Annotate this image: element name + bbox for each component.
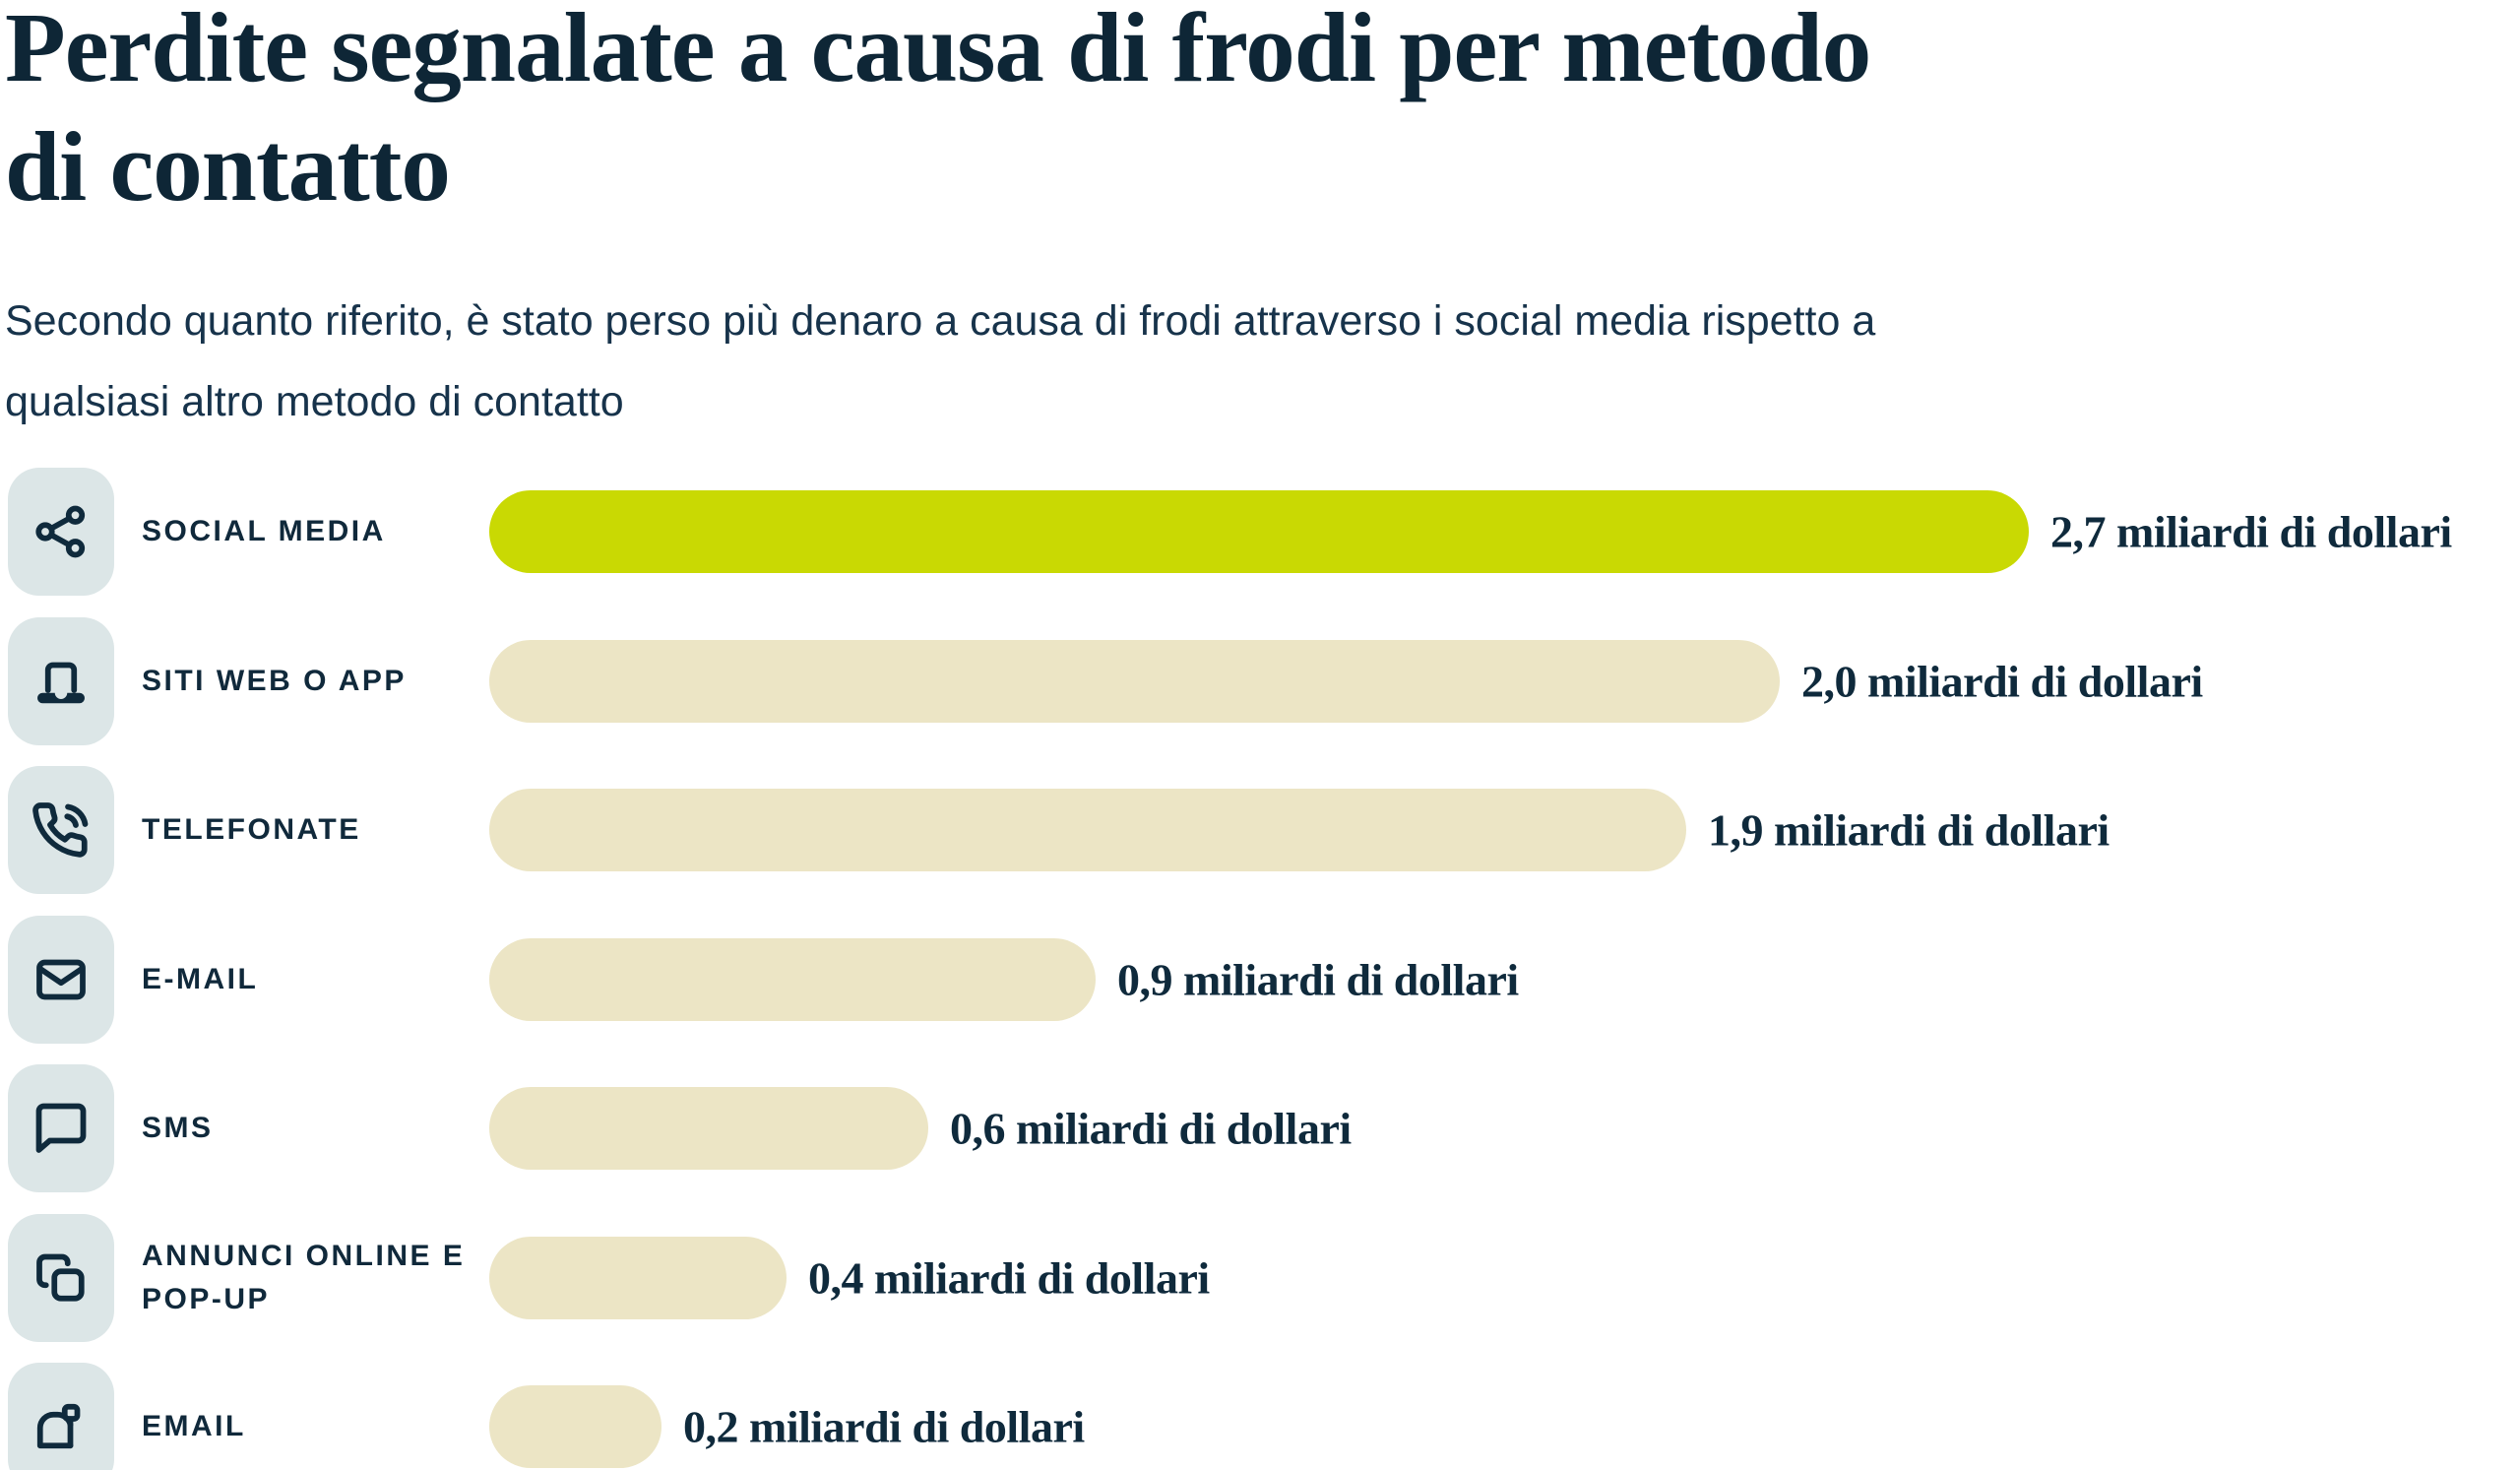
phone-call-icon: [32, 802, 89, 858]
laptop-icon: [37, 662, 86, 703]
bar-sms: [489, 1087, 928, 1170]
icon-chip: [8, 1363, 114, 1470]
share-icon: [35, 505, 86, 558]
icon-chip: [8, 1064, 114, 1192]
copy-icon: [36, 1253, 85, 1302]
category-label: ANNUNCI ONLINE E POP-UP: [142, 1239, 466, 1315]
bar-value-label: 2,7 miliardi di dollari: [2050, 506, 2452, 557]
chart-row-social-media: SOCIAL MEDIA 2,7 miliardi di dollari: [0, 468, 2520, 596]
speech-bubble-icon: [35, 1103, 87, 1153]
bar-value-label: 0,2 miliardi di dollari: [683, 1401, 1085, 1452]
category-label: SMS: [142, 1112, 214, 1144]
bar-value-label: 0,4 miliardi di dollari: [808, 1252, 1210, 1303]
chart-row-telefonate: TELEFONATE 1,9 miliardi di dollari: [0, 766, 2520, 894]
page-subtitle-line-2: qualsiasi altro metodo di contatto: [5, 378, 624, 425]
page-title-line-2: di contatto: [5, 111, 451, 222]
icon-chip: [8, 616, 114, 745]
mailbox-icon: [36, 1403, 81, 1449]
icon-chip: [8, 766, 114, 894]
category-label: E-MAIL: [142, 962, 259, 995]
bar-email: [489, 1385, 662, 1468]
page-subtitle-line-1: Secondo quanto riferito, è stato perso p…: [5, 297, 1876, 345]
chart-row-sms: SMS 0,6 miliardi di dollari: [0, 1064, 2520, 1192]
bar-telefonate: [489, 789, 1686, 871]
bar-annunci-online-e-pop-up: [489, 1236, 787, 1319]
category-label: TELEFONATE: [142, 813, 361, 846]
page-subtitle: Secondo quanto riferito, è stato perso p…: [5, 281, 1875, 442]
category-label: SITI WEB O APP: [142, 664, 407, 697]
bar-value-label: 0,9 miliardi di dollari: [1117, 954, 1519, 1004]
envelope-icon: [36, 959, 86, 999]
chart-row-email: EMAIL 0,2 miliardi di dollari: [0, 1363, 2520, 1470]
page-title-line-1: Perdite segnalate a causa di frodi per m…: [5, 0, 1871, 102]
bar-social-media: [489, 490, 2029, 573]
page-title: Perdite segnalate a causa di frodi per m…: [5, 0, 1871, 226]
chart-row-siti-web-o-app: SITI WEB O APP 2,0 miliardi di dollari: [0, 616, 2520, 745]
bar-value-label: 1,9 miliardi di dollari: [1708, 804, 2110, 856]
bar-value-label: 2,0 miliardi di dollari: [1801, 656, 2203, 706]
chart-row-e-mail: E-MAIL 0,9 miliardi di dollari: [0, 915, 2520, 1044]
category-label: EMAIL: [142, 1410, 246, 1442]
category-label: SOCIAL MEDIA: [142, 515, 386, 547]
icon-chip: [8, 1213, 114, 1342]
bar-siti-web-o-app: [489, 639, 1780, 723]
bar-e-mail: [489, 937, 1096, 1021]
icon-chip: [8, 468, 114, 596]
icon-chip: [8, 915, 114, 1044]
bar-value-label: 0,6 miliardi di dollari: [950, 1103, 1352, 1154]
chart-row-annunci-online-e-pop-up: ANNUNCI ONLINE E POP-UP 0,4 miliardi di …: [0, 1213, 2520, 1342]
